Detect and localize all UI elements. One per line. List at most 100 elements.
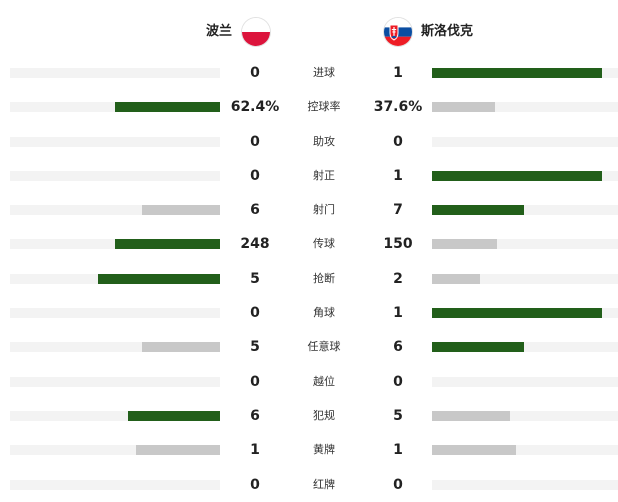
stat-label: 犯规 <box>313 408 335 422</box>
away-stat-bar-track <box>432 479 618 490</box>
slovakia-flag-icon <box>384 18 412 46</box>
away-stat-bar-track <box>432 308 618 319</box>
away-stat-value: 37.6% <box>373 99 423 116</box>
home-stat-value: 0 <box>250 476 260 493</box>
home-stat-value: 0 <box>250 373 260 390</box>
stat-label: 黄牌 <box>313 443 335 457</box>
away-stat-bar-track <box>432 136 618 147</box>
away-stat-bar-track <box>432 445 618 456</box>
stat-label: 角球 <box>313 306 335 320</box>
away-stat-bar <box>432 68 602 78</box>
stat-label: 传球 <box>313 237 335 251</box>
home-team-name: 波兰 <box>205 24 232 39</box>
away-stat-bar <box>432 205 524 216</box>
away-stat-value: 7 <box>393 202 403 219</box>
home-stat-value: 248 <box>240 236 270 253</box>
home-stat-bar <box>136 445 220 456</box>
home-stat-value: 62.4% <box>230 99 280 116</box>
away-stat-value: 0 <box>393 133 403 150</box>
away-stat-bar-track <box>432 342 618 353</box>
away-stat-bar <box>432 342 524 353</box>
away-stat-bar <box>432 445 516 456</box>
home-stat-bar <box>115 239 220 250</box>
stat-row: 6 犯规 5 <box>0 399 618 433</box>
away-team-name: 斯洛伐克 <box>421 24 474 39</box>
stat-row: 5 抢断 2 <box>0 262 618 296</box>
away-stat-value: 2 <box>393 270 403 287</box>
home-stat-value: 5 <box>250 270 260 287</box>
stat-row: 0 射正 1 <box>0 159 618 193</box>
stat-label: 红牌 <box>313 477 335 491</box>
home-stat-value: 0 <box>250 167 260 184</box>
stat-row: 0 角球 1 <box>0 296 618 330</box>
away-stat-bar <box>432 102 495 113</box>
home-stat-bar-track <box>10 102 220 113</box>
stat-row: 0 越位 0 <box>0 365 618 399</box>
stat-row: 5 任意球 6 <box>0 330 618 364</box>
away-stat-bar-track <box>432 102 618 113</box>
away-stat-bar <box>432 410 510 421</box>
stat-row: 0 助攻 0 <box>0 125 618 159</box>
home-stat-bar <box>142 342 220 353</box>
stat-row: 6 射门 7 <box>0 193 618 227</box>
stat-label: 任意球 <box>307 340 341 354</box>
home-stat-bar-track <box>10 68 220 78</box>
stat-row: 248 传球 150 <box>0 227 618 261</box>
stat-label: 射正 <box>313 168 335 182</box>
home-stat-bar <box>98 273 220 284</box>
home-stat-value: 5 <box>250 339 260 356</box>
away-stat-value: 1 <box>393 65 403 81</box>
home-stat-bar-track <box>10 445 220 456</box>
away-stat-value: 5 <box>393 407 403 424</box>
match-header: 波兰 斯洛伐克 <box>0 0 618 60</box>
away-stat-value: 1 <box>393 442 403 459</box>
home-stat-bar <box>128 410 220 421</box>
away-stat-value: 150 <box>383 236 413 253</box>
away-stat-bar-track <box>432 239 618 250</box>
home-stat-bar-track <box>10 376 220 387</box>
away-stat-bar <box>432 239 497 250</box>
away-stat-bar-track <box>432 410 618 421</box>
home-stat-bar-track <box>10 308 220 319</box>
stat-row: 62.4% 控球率 37.6% <box>0 90 618 124</box>
stats-comparison-list: 0 进球 1 62.4% 控球率 37.6% 0 助攻 0 0 射正 1 6 射门 7 248 传球 150 5 抢断… <box>0 56 618 502</box>
away-stat-value: 0 <box>393 476 403 493</box>
away-stat-value: 1 <box>393 305 403 322</box>
home-stat-bar-track <box>10 479 220 490</box>
away-stat-value: 6 <box>393 339 403 356</box>
stat-label: 射门 <box>313 203 335 217</box>
away-stat-bar-track <box>432 170 618 181</box>
away-stat-value: 0 <box>393 373 403 390</box>
away-stat-bar-track <box>432 68 618 78</box>
home-stat-bar <box>142 205 220 216</box>
home-stat-value: 1 <box>250 442 260 459</box>
home-stat-value: 0 <box>250 305 260 322</box>
home-stat-bar-track <box>10 239 220 250</box>
away-stat-value: 1 <box>393 167 403 184</box>
away-stat-bar <box>432 273 480 284</box>
home-stat-bar-track <box>10 342 220 353</box>
home-stat-bar-track <box>10 273 220 284</box>
home-stat-bar-track <box>10 136 220 147</box>
away-stat-bar <box>432 308 602 319</box>
stat-label: 抢断 <box>313 271 335 285</box>
stat-label: 越位 <box>313 374 335 388</box>
poland-flag-icon <box>242 18 270 46</box>
stat-label: 进球 <box>313 66 335 79</box>
away-stat-bar-track <box>432 273 618 284</box>
stat-label: 控球率 <box>307 100 341 114</box>
away-stat-bar-track <box>432 205 618 216</box>
home-stat-bar-track <box>10 205 220 216</box>
home-stat-bar-track <box>10 170 220 181</box>
stat-row: 1 黄牌 1 <box>0 433 618 467</box>
home-stat-value: 6 <box>250 407 260 424</box>
home-stat-value: 6 <box>250 202 260 219</box>
stat-row: 0 红牌 0 <box>0 468 618 502</box>
stat-label: 助攻 <box>313 134 335 148</box>
away-stat-bar-track <box>432 376 618 387</box>
home-stat-bar <box>115 102 220 113</box>
home-stat-bar-track <box>10 410 220 421</box>
home-stat-value: 0 <box>250 65 260 81</box>
away-stat-bar <box>432 170 602 181</box>
stat-row: 0 进球 1 <box>0 56 618 90</box>
